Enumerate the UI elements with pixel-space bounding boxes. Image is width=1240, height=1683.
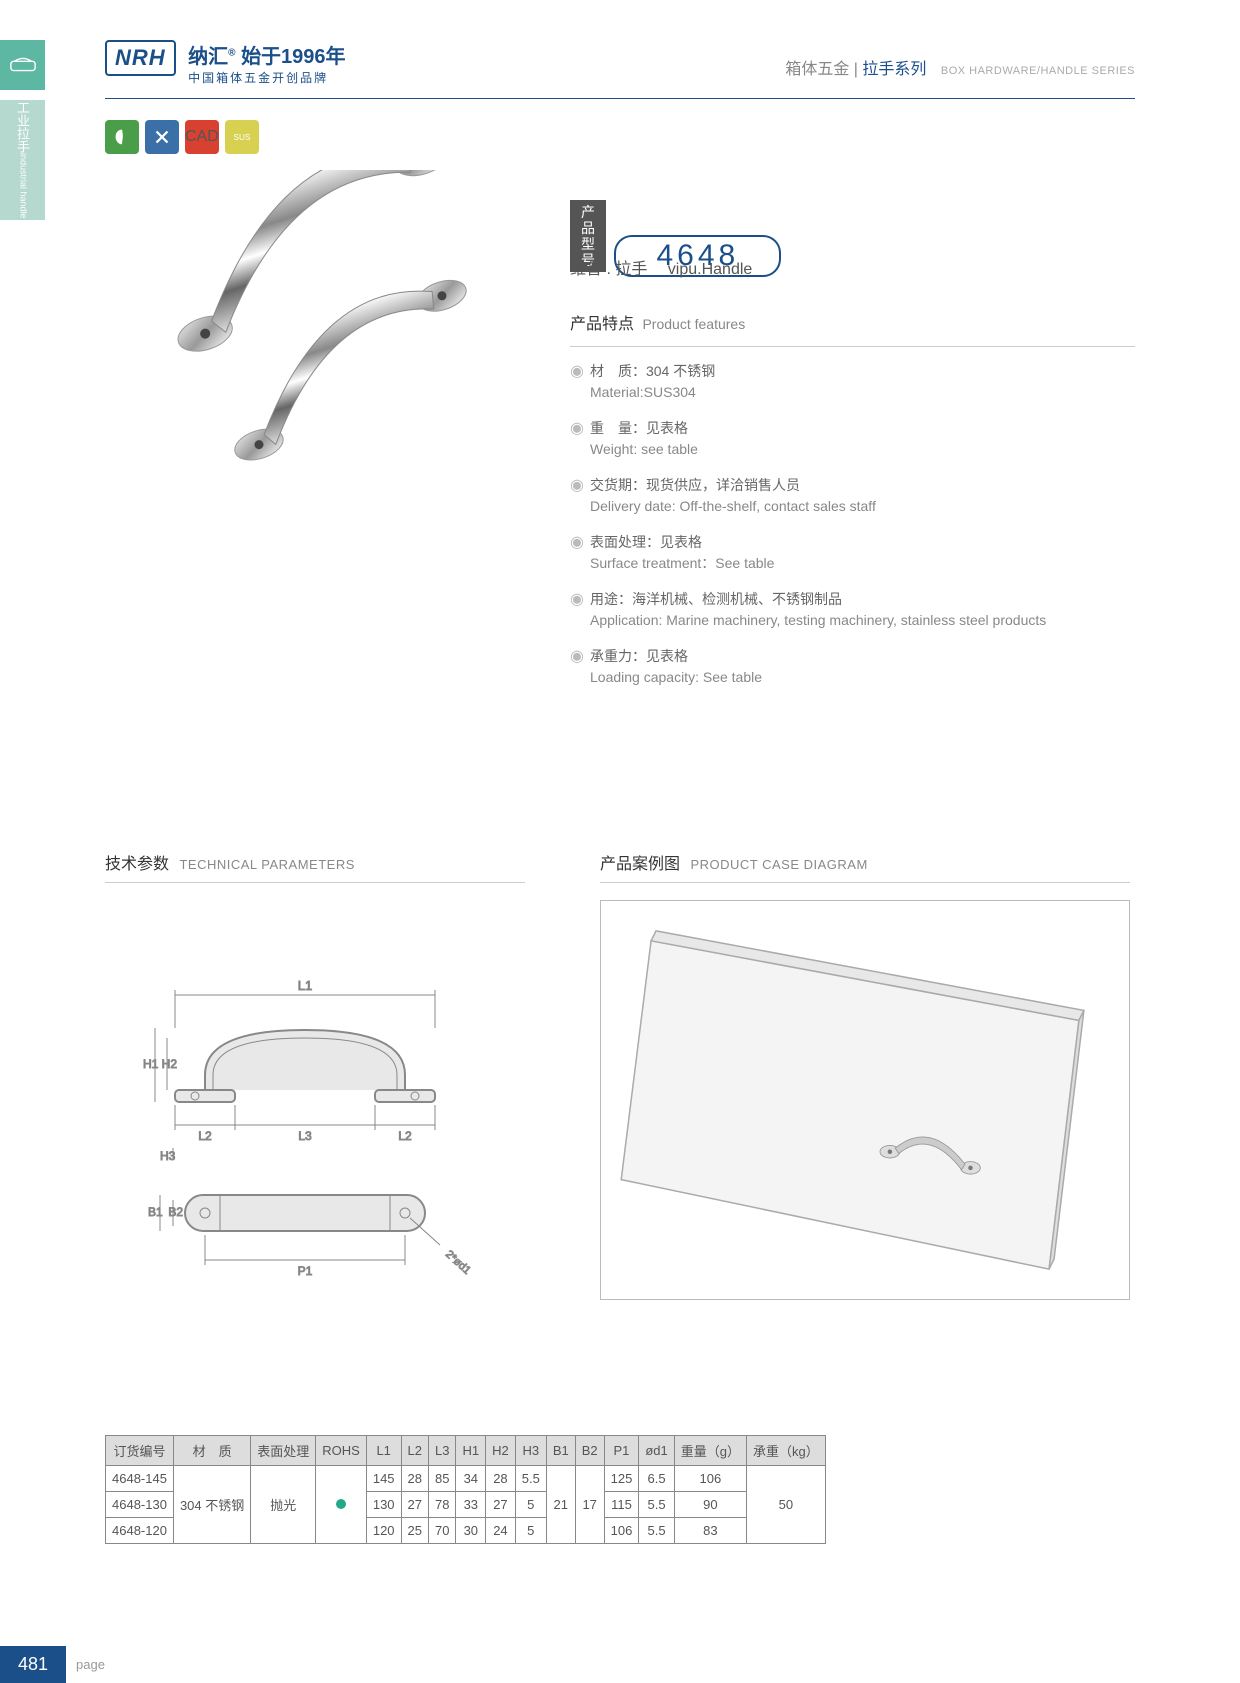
cat-sub: 拉手系列 [862,61,926,78]
svg-text:L3: L3 [298,1129,312,1143]
feature-item: ◉表面处理：见表格Surface treatment：See table [570,532,1135,573]
case-title-cn: 产品案例图 [600,856,680,873]
badge-cad: CADCAD [185,120,219,154]
tech-section-header: 技术参数 TECHNICAL PARAMETERS [105,850,525,883]
table-header-cell: L2 [401,1436,428,1466]
cat-cn: 箱体五金 [785,61,849,78]
case-title-en: PRODUCT CASE DIAGRAM [690,857,867,872]
table-header-cell: H2 [486,1436,516,1466]
header-category: 箱体五金 | 拉手系列 BOX HARDWARE/HANDLE SERIES [785,55,1135,79]
logo-mark: NRH [105,40,176,76]
model-subtitle: 维普 . 拉手 vipu.Handle [570,255,752,279]
spec-table: 订货编号材 质表面处理ROHSL1L2L3H1H2H3B1B2P1ød1重量（g… [105,1435,826,1544]
badge-eco [105,120,139,154]
table-header-cell: 表面处理 [251,1436,316,1466]
side-tab-icon [0,40,45,90]
table-header-cell: B2 [575,1436,604,1466]
page-footer: 481 page [0,1646,105,1683]
product-photo [105,170,535,570]
svg-text:H1: H1 [143,1057,159,1071]
table-header-cell: 重量（g） [674,1436,746,1466]
badge-tools [145,120,179,154]
table-header-cell: ød1 [639,1436,674,1466]
table-header-cell: P1 [604,1436,639,1466]
case-diagram [600,900,1130,1300]
table-header-cell: 订货编号 [106,1436,174,1466]
brand-cn: 纳汇 [188,46,228,68]
badge-sus: SUS [225,120,259,154]
svg-text:B1: B1 [148,1205,163,1219]
tech-title-cn: 技术参数 [105,856,169,873]
cat-en: BOX HARDWARE/HANDLE SERIES [941,65,1135,77]
svg-text:SUS: SUS [234,133,251,142]
features-title: 产品特点 Product features [570,310,1135,334]
side-tab-label: 工业拉手 industrial handle [0,100,45,220]
page-number: 481 [0,1646,66,1683]
header-divider [105,98,1135,99]
feature-item: ◉重 量：见表格Weight: see table [570,418,1135,459]
tech-title-en: TECHNICAL PARAMETERS [179,857,354,872]
feature-item: ◉材 质：304 不锈钢Material:SUS304 [570,361,1135,402]
svg-text:2*ød1: 2*ød1 [443,1248,473,1277]
svg-text:L1: L1 [298,978,312,993]
table-header-cell: H1 [456,1436,486,1466]
features-divider [570,346,1135,347]
features-block: 产品特点 Product features ◉材 质：304 不锈钢Materi… [570,310,1135,703]
header-logo-block: NRH 纳汇® 始于1996年 中国箱体五金开创品牌 [105,40,346,86]
svg-text:P1: P1 [298,1264,313,1278]
side-label-en: industrial handle [19,153,29,219]
svg-text:B2: B2 [168,1205,183,1219]
tech-diagram: L1 H1 H2 L2 L3 L2 H3 B1 B2 P1 2*ød1 [105,960,505,1290]
svg-text:L2: L2 [398,1129,412,1143]
table-header-cell: 承重（kg） [746,1436,825,1466]
table-header-cell: 材 质 [173,1436,250,1466]
table-header-cell: L1 [366,1436,401,1466]
svg-text:H2: H2 [162,1057,178,1071]
feature-item: ◉交货期：现货供应，详洽销售人员Delivery date: Off-the-s… [570,475,1135,516]
table-header-cell: H3 [515,1436,546,1466]
case-section-header: 产品案例图 PRODUCT CASE DIAGRAM [600,850,1130,883]
page-label: page [76,1657,105,1672]
badge-row: CADCAD SUS [105,120,259,154]
side-label-cn: 工业拉手 [13,101,32,153]
rohs-dot [336,1499,346,1509]
feature-item: ◉承重力：见表格Loading capacity: See table [570,646,1135,687]
brand-year: 始于1996年 [241,46,346,68]
feature-item: ◉用途：海洋机械、检测机械、不锈钢制品Application: Marine m… [570,589,1135,630]
brand-tagline: 中国箱体五金开创品牌 [188,69,345,86]
svg-text:L2: L2 [198,1129,212,1143]
table-header-cell: ROHS [316,1436,367,1466]
table-row: 4648-145304 不锈钢抛光145288534285.521171256.… [106,1466,826,1492]
table-header-cell: B1 [546,1436,575,1466]
table-header-cell: L3 [429,1436,456,1466]
